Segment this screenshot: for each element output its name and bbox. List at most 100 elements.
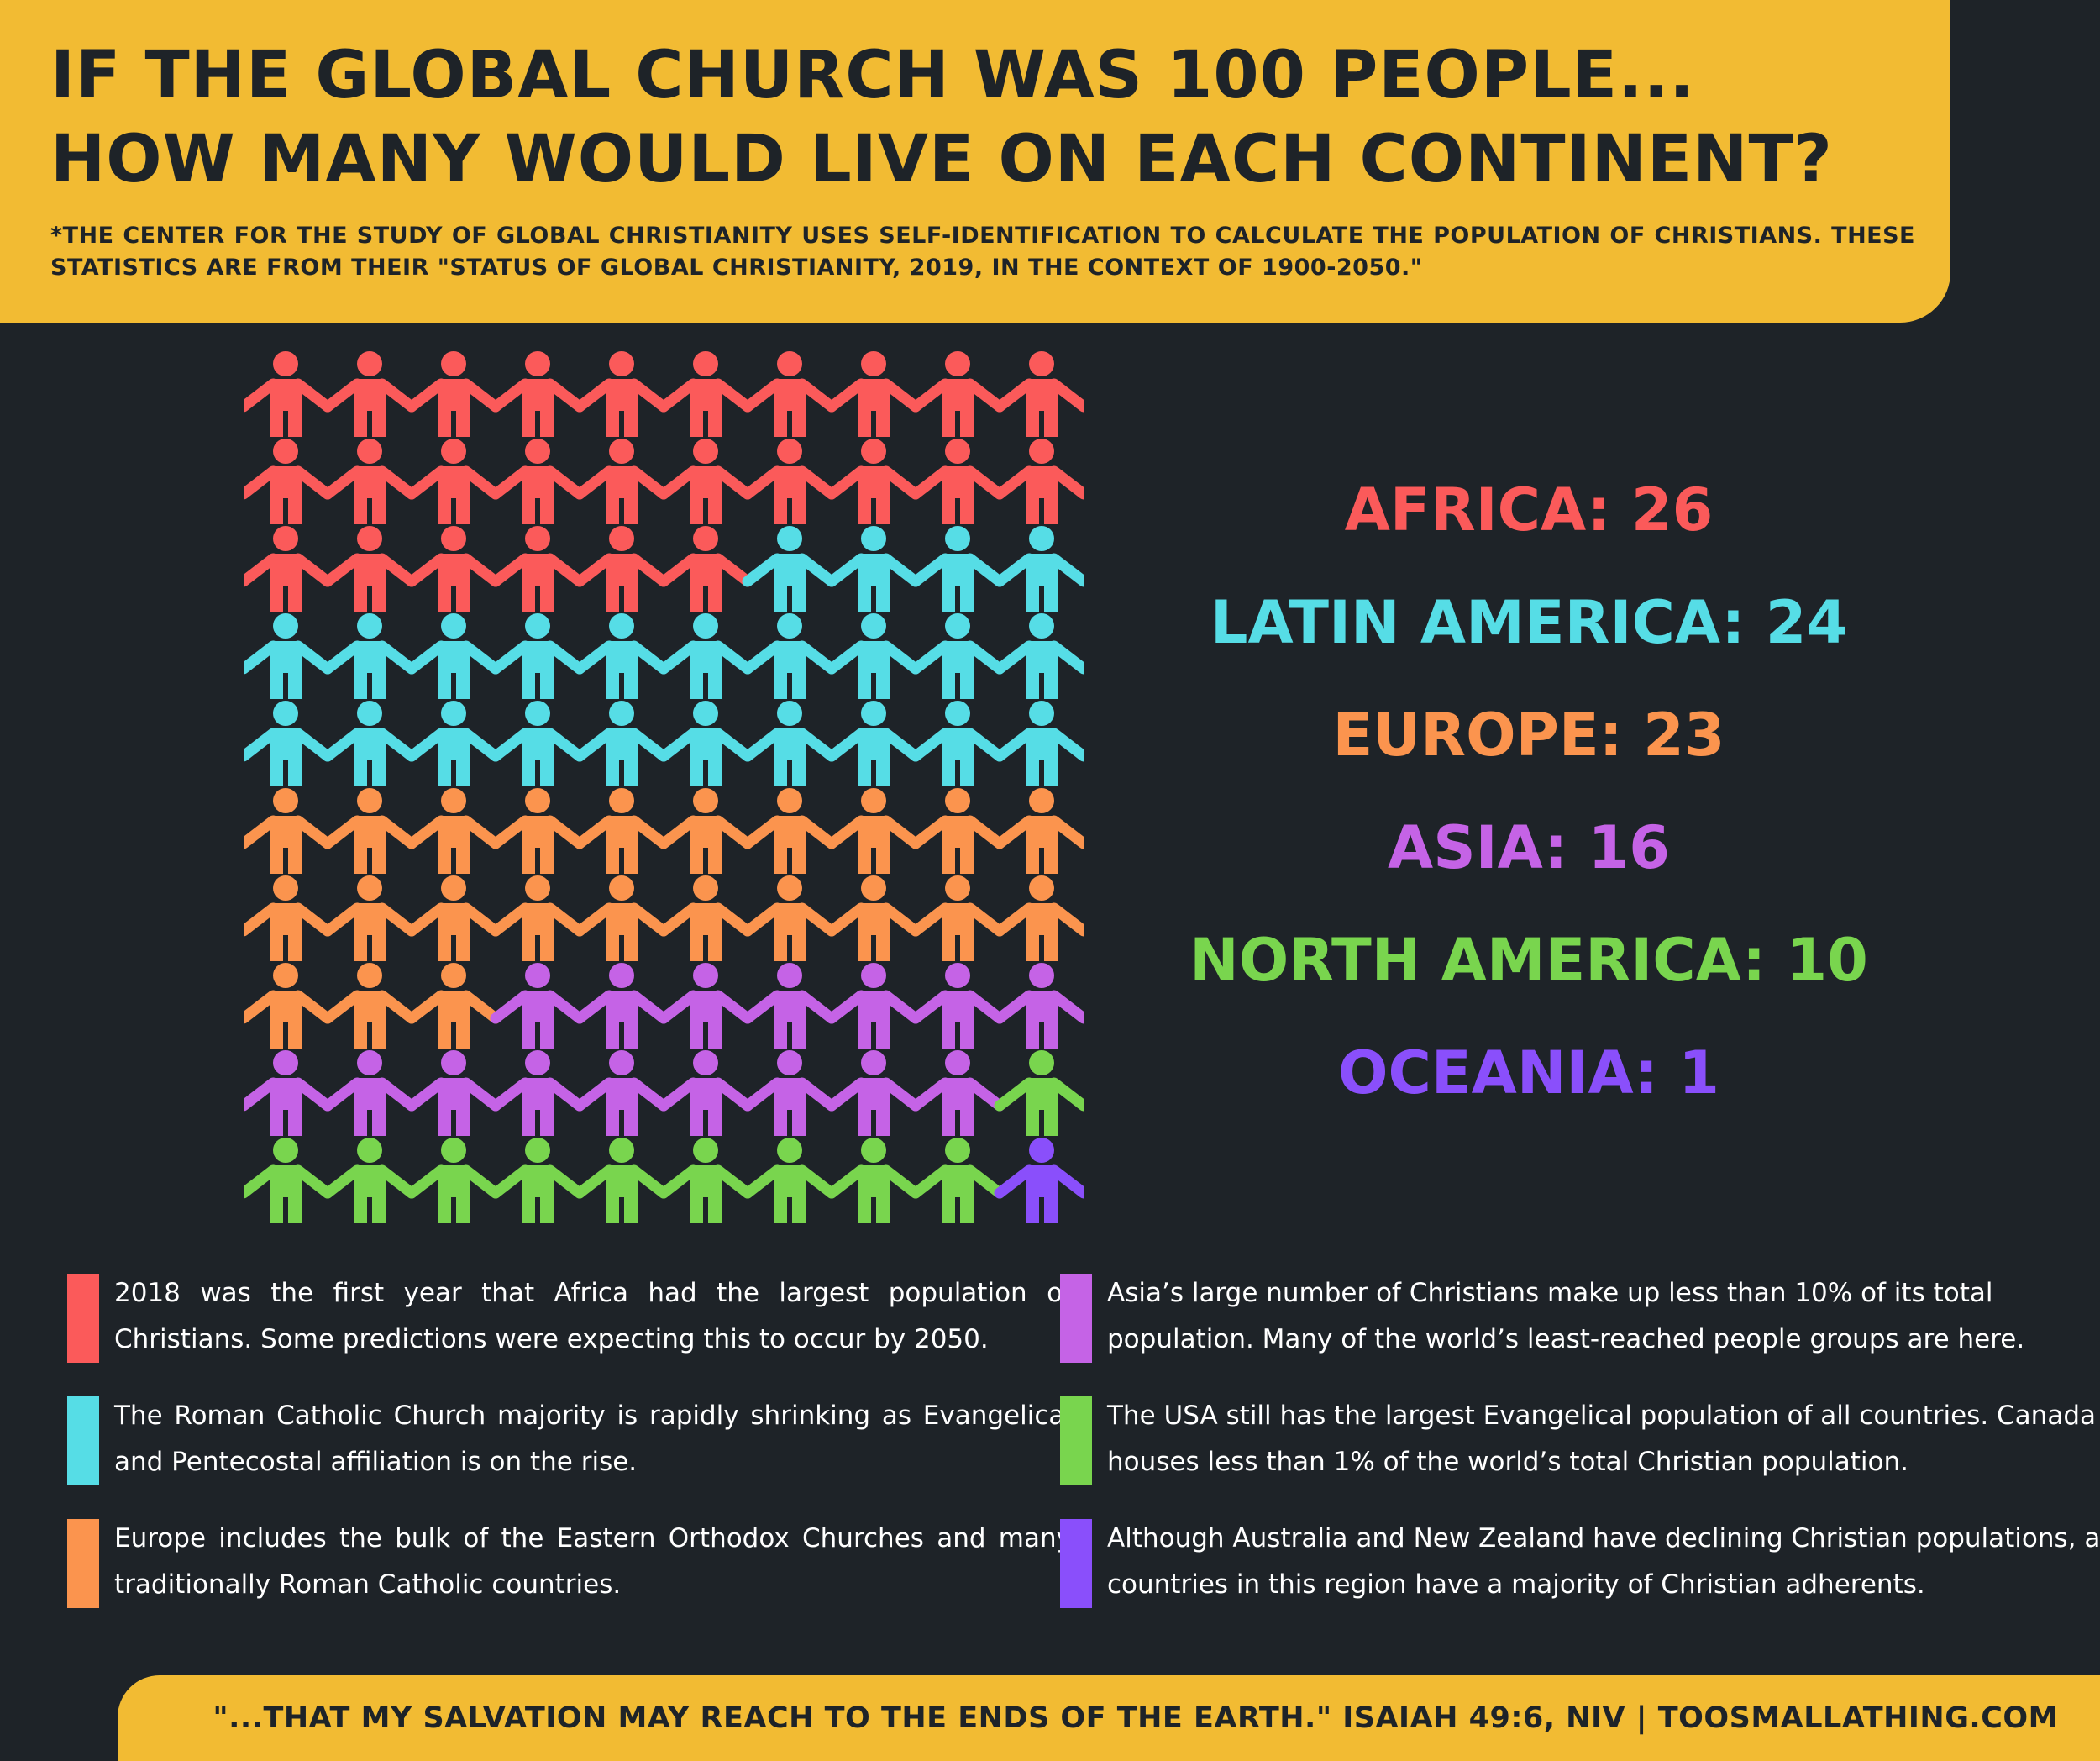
page-subtitle: *THE CENTER FOR THE STUDY OF GLOBAL CHRI… bbox=[50, 223, 1915, 281]
title-line-2: HOW MANY WOULD LIVE ON EACH CONTINENT? bbox=[50, 122, 1833, 197]
person-icon-africa bbox=[244, 351, 333, 437]
person-icon-africa bbox=[322, 439, 417, 524]
person-icon-africa bbox=[910, 351, 1005, 437]
person-icon-asia bbox=[994, 963, 1084, 1049]
person-icon-north-america bbox=[322, 1138, 417, 1223]
person-icon-latin-america bbox=[322, 613, 417, 699]
person-icon-europe bbox=[322, 963, 417, 1049]
note-color-bar bbox=[1060, 1274, 1092, 1363]
person-icon-africa bbox=[994, 351, 1084, 437]
legend-item-oceania: OCEANIA: 1 bbox=[1337, 1038, 1720, 1107]
person-icon-africa bbox=[574, 526, 669, 612]
person-icon-africa bbox=[322, 526, 417, 612]
note-text: Asia’s large number of Christians make u… bbox=[1107, 1278, 2025, 1354]
person-icon-africa bbox=[574, 351, 669, 437]
note-text: Although Australia and New Zealand have … bbox=[1107, 1523, 2100, 1600]
person-icon-asia bbox=[826, 1050, 921, 1136]
note-color-bar bbox=[67, 1396, 99, 1485]
person-icon-latin-america bbox=[742, 526, 837, 612]
person-icon-europe bbox=[994, 788, 1084, 874]
notes-left-column: 2018 was the first year that Africa had … bbox=[67, 1270, 1072, 1638]
person-icon-latin-america bbox=[994, 701, 1084, 786]
page-title: IF THE GLOBAL CHURCH WAS 100 PEOPLE... H… bbox=[50, 34, 1833, 202]
person-icon-africa bbox=[322, 351, 417, 437]
person-icon-europe bbox=[826, 788, 921, 874]
person-icon-north-america bbox=[826, 1138, 921, 1223]
person-icon-asia bbox=[574, 1050, 669, 1136]
person-icon-europe bbox=[826, 875, 921, 961]
person-icon-asia bbox=[910, 1050, 1005, 1136]
note-color-bar bbox=[67, 1519, 99, 1608]
person-icon-asia bbox=[574, 963, 669, 1049]
notes-right-column: Asia’s large number of Christians make u… bbox=[1060, 1270, 2100, 1638]
note-text: 2018 was the first year that Africa had … bbox=[114, 1278, 1072, 1354]
person-icon-europe bbox=[322, 788, 417, 874]
person-icon-europe bbox=[910, 875, 1005, 961]
person-icon-latin-america bbox=[406, 613, 501, 699]
person-icon-latin-america bbox=[244, 701, 333, 786]
person-icon-asia bbox=[658, 963, 753, 1049]
note-north-america: The USA still has the largest Evangelica… bbox=[1060, 1393, 2096, 1516]
person-icon-africa bbox=[490, 439, 585, 524]
person-icon-asia bbox=[490, 1050, 585, 1136]
person-icon-africa bbox=[406, 526, 501, 612]
person-icon-latin-america bbox=[826, 526, 921, 612]
person-icon-europe bbox=[244, 963, 333, 1049]
person-icon-africa bbox=[574, 439, 669, 524]
person-icon-europe bbox=[574, 875, 669, 961]
person-icon-europe bbox=[742, 788, 837, 874]
person-icon-africa bbox=[658, 526, 753, 612]
person-icon-latin-america bbox=[406, 701, 501, 786]
person-icon-north-america bbox=[910, 1138, 1005, 1223]
person-icon-asia bbox=[322, 1050, 417, 1136]
person-icon-europe bbox=[658, 788, 753, 874]
person-icon-north-america bbox=[658, 1138, 753, 1223]
person-icon-latin-america bbox=[490, 701, 585, 786]
person-icon-latin-america bbox=[322, 701, 417, 786]
person-icon-latin-america bbox=[574, 701, 669, 786]
person-icon-europe bbox=[406, 963, 501, 1049]
person-icon-europe bbox=[994, 875, 1084, 961]
person-icon-europe bbox=[322, 875, 417, 961]
person-icon-africa bbox=[658, 351, 753, 437]
person-icon-north-america bbox=[994, 1050, 1084, 1136]
person-icon-latin-america bbox=[574, 613, 669, 699]
person-icon-latin-america bbox=[994, 613, 1084, 699]
person-icon-latin-america bbox=[658, 701, 753, 786]
person-icon-africa bbox=[826, 439, 921, 524]
person-icon-asia bbox=[244, 1050, 333, 1136]
person-icon-europe bbox=[406, 875, 501, 961]
person-icon-asia bbox=[742, 1050, 837, 1136]
person-icon-africa bbox=[490, 351, 585, 437]
person-icon-europe bbox=[406, 788, 501, 874]
person-icon-asia bbox=[406, 1050, 501, 1136]
person-icon-africa bbox=[406, 351, 501, 437]
person-icon-europe bbox=[490, 788, 585, 874]
person-icon-north-america bbox=[406, 1138, 501, 1223]
person-icon-asia bbox=[658, 1050, 753, 1136]
person-icon-europe bbox=[574, 788, 669, 874]
person-icon-latin-america bbox=[994, 526, 1084, 612]
person-icon-africa bbox=[244, 439, 333, 524]
legend-item-latin-america: LATIN AMERICA: 24 bbox=[1210, 588, 1848, 657]
person-icon-africa bbox=[742, 439, 837, 524]
person-icon-africa bbox=[994, 439, 1084, 524]
person-icon-europe bbox=[742, 875, 837, 961]
person-icon-asia bbox=[490, 963, 585, 1049]
person-icon-africa bbox=[826, 351, 921, 437]
person-icon-latin-america bbox=[910, 526, 1005, 612]
note-latin-america: The Roman Catholic Church majority is ra… bbox=[67, 1393, 1072, 1516]
note-oceania: Although Australia and New Zealand have … bbox=[1060, 1516, 2100, 1638]
person-icon-europe bbox=[244, 788, 333, 874]
people-pictogram bbox=[244, 351, 1084, 1223]
note-asia: Asia’s large number of Christians make u… bbox=[1060, 1270, 2068, 1393]
person-icon-latin-america bbox=[244, 613, 333, 699]
person-icon-latin-america bbox=[910, 613, 1005, 699]
legend-item-asia: ASIA: 16 bbox=[1388, 813, 1670, 882]
person-icon-latin-america bbox=[826, 701, 921, 786]
person-icon-latin-america bbox=[490, 613, 585, 699]
person-icon-europe bbox=[910, 788, 1005, 874]
person-icon-latin-america bbox=[742, 613, 837, 699]
note-color-bar bbox=[67, 1274, 99, 1363]
person-icon-north-america bbox=[742, 1138, 837, 1223]
